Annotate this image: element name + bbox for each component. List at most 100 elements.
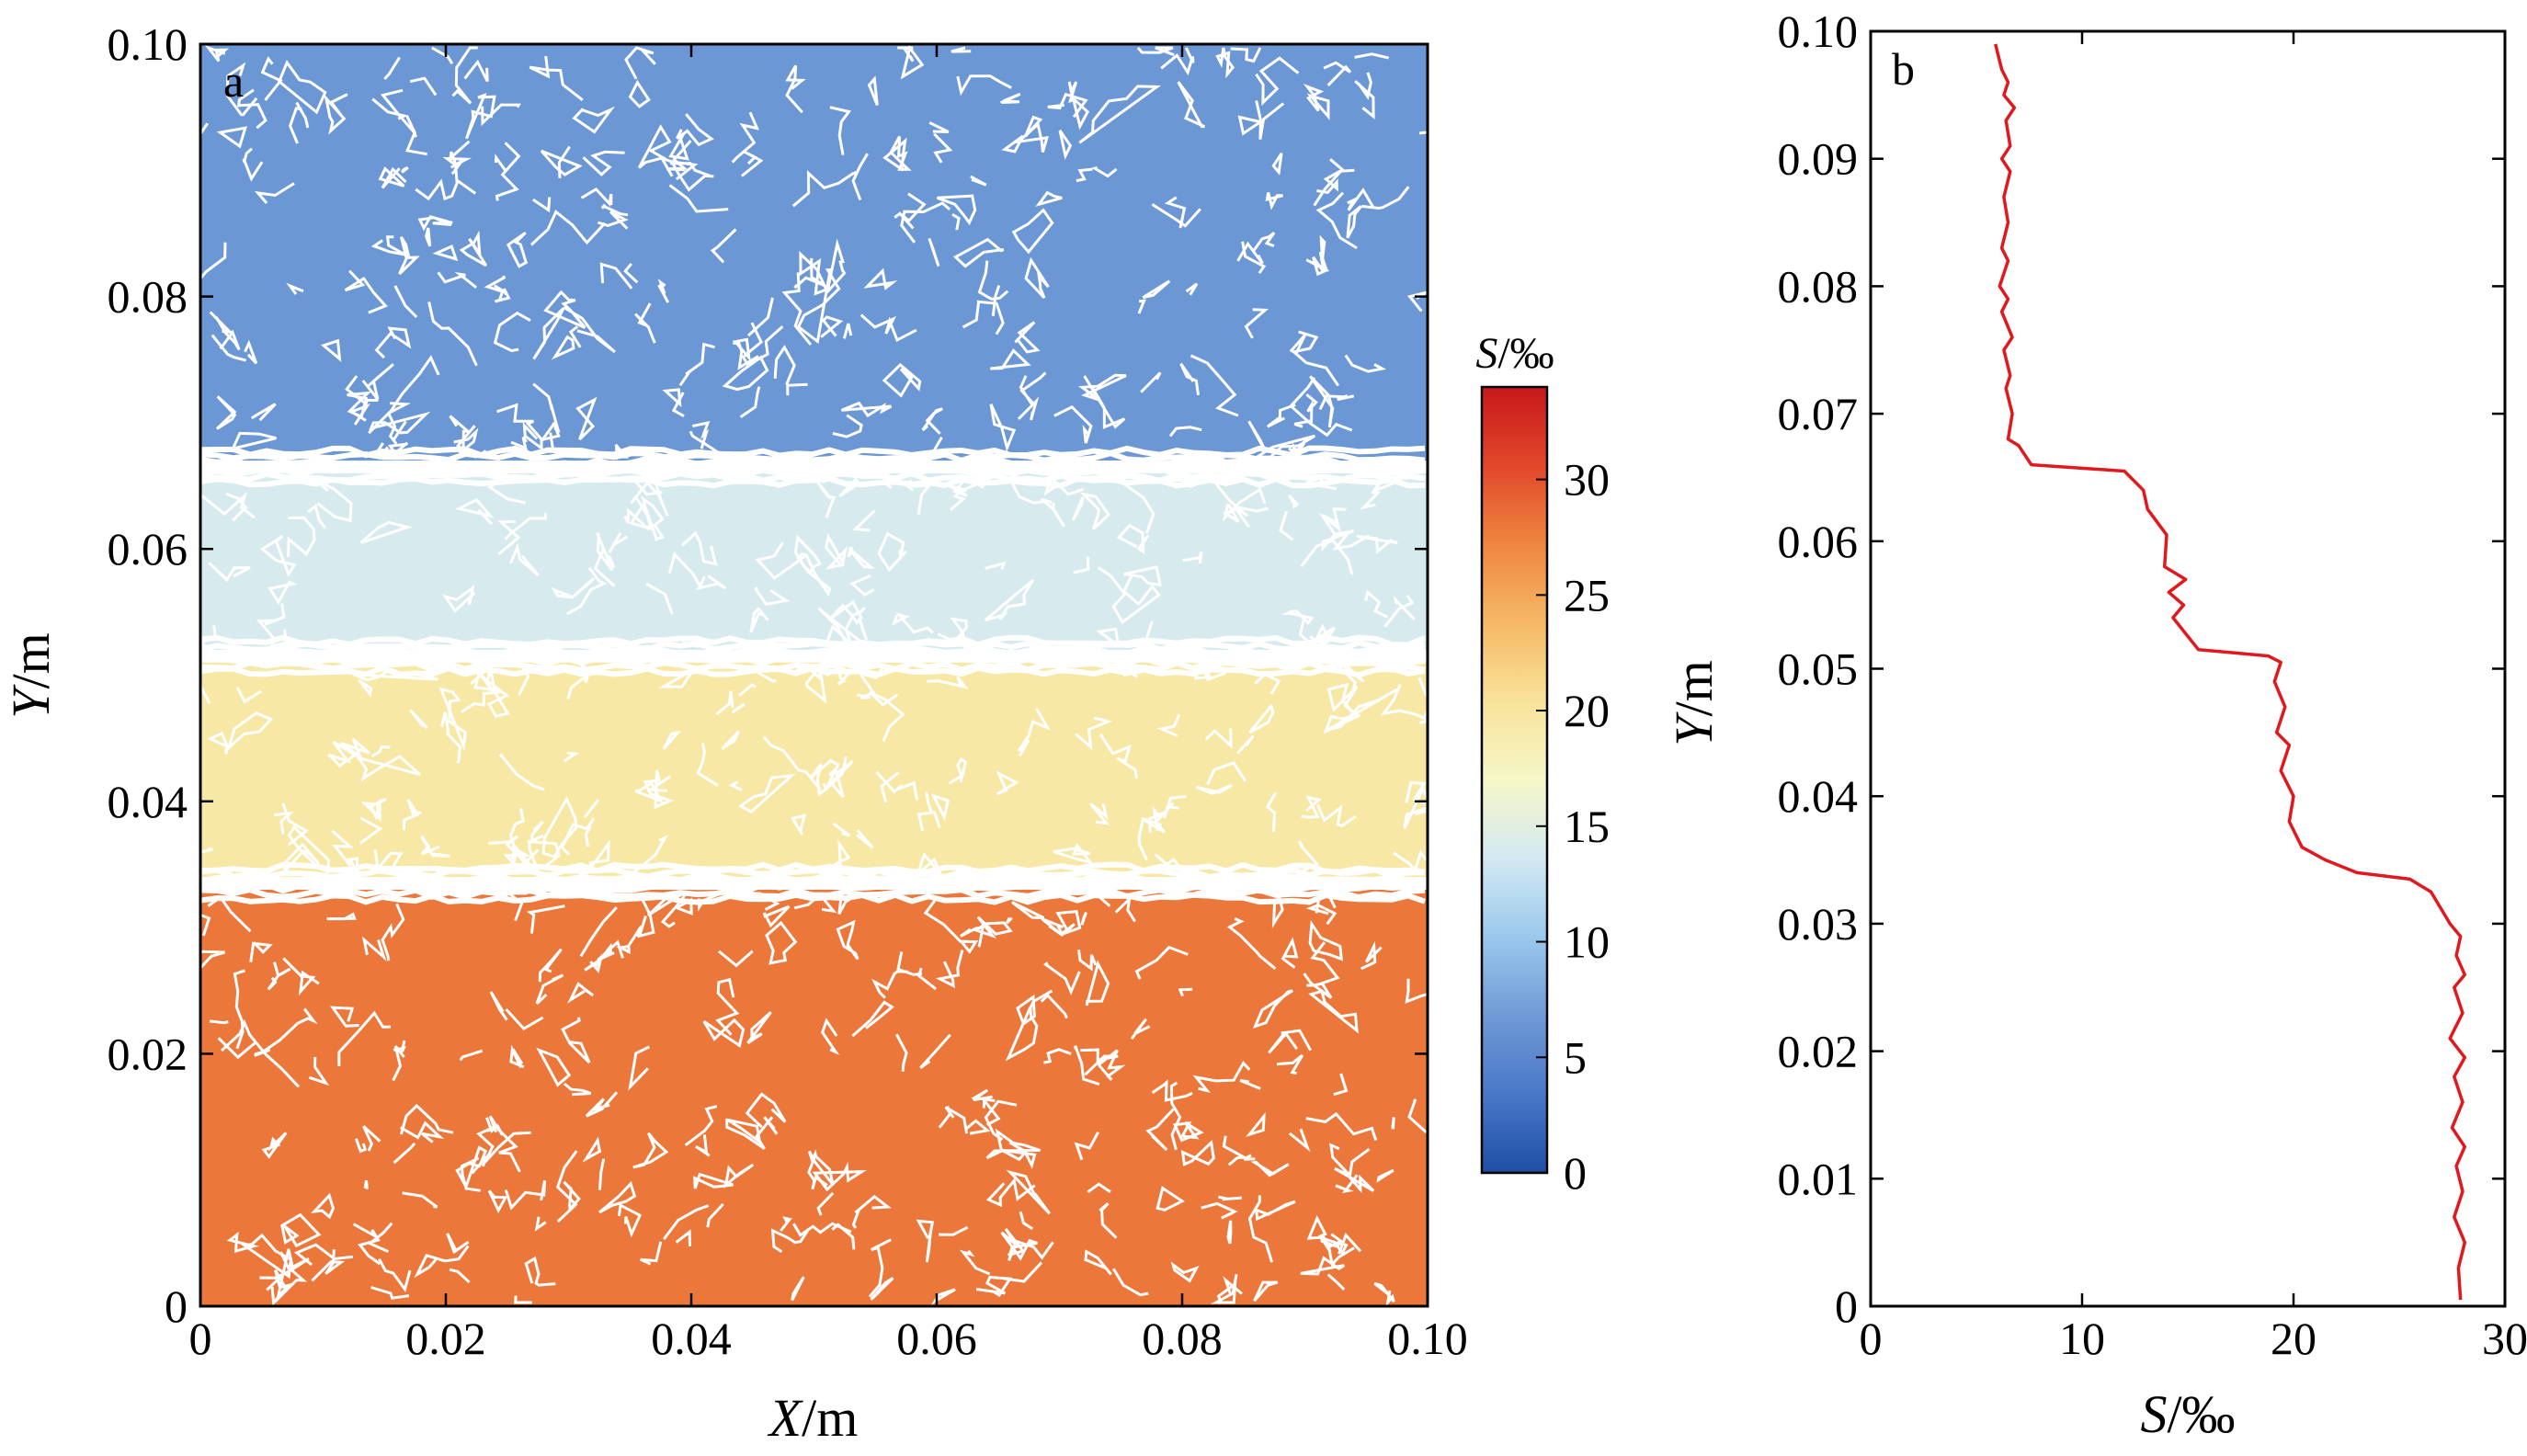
colorbar-tick-label: 30 bbox=[1564, 454, 1610, 506]
contour-line bbox=[460, 1156, 481, 1192]
salinity-layer bbox=[200, 472, 1428, 651]
contour-line bbox=[1073, 556, 1090, 574]
contour-line bbox=[807, 1149, 835, 1186]
contour-line bbox=[1297, 840, 1320, 875]
contour-line bbox=[1360, 476, 1397, 510]
contour-line bbox=[1112, 1268, 1149, 1297]
interface-contour bbox=[200, 882, 1426, 895]
contour-line bbox=[1334, 1166, 1375, 1193]
contour-line bbox=[754, 586, 791, 606]
contour-line bbox=[632, 1132, 669, 1169]
contour-line bbox=[358, 678, 373, 698]
contour-line bbox=[863, 267, 898, 290]
contour-line bbox=[208, 562, 251, 583]
contour-line bbox=[275, 1248, 310, 1304]
contour-line bbox=[1281, 1029, 1313, 1052]
contour-line bbox=[1137, 299, 1146, 314]
contour-line bbox=[471, 1123, 504, 1175]
contour-line bbox=[1001, 134, 1025, 154]
contour-line bbox=[880, 771, 900, 803]
contour-line bbox=[532, 307, 565, 360]
contour-line bbox=[1357, 72, 1372, 100]
interface-contour bbox=[200, 634, 1427, 648]
panel-a: 0 0.02 0.04 0.06 0.08 0.10 00.020.040.060.080… bbox=[1, 18, 1468, 1448]
contour-line bbox=[1267, 403, 1296, 428]
contour-line bbox=[668, 184, 729, 213]
contour-line bbox=[575, 396, 598, 441]
contour-line bbox=[1195, 783, 1233, 795]
contour-line bbox=[1303, 83, 1325, 112]
contour-line bbox=[361, 936, 387, 961]
colorbar-ticks: 0 5 10 15 20 25 30 bbox=[1536, 454, 1610, 1199]
colorbar-tick-label: 0 bbox=[1564, 1147, 1587, 1199]
contour-line bbox=[1391, 1117, 1395, 1130]
contour-line bbox=[572, 106, 615, 134]
contour-line bbox=[280, 1212, 322, 1248]
contour-line bbox=[1151, 1079, 1193, 1102]
contour-line bbox=[563, 306, 616, 354]
contour-line bbox=[1254, 1200, 1296, 1222]
y-tick-label-b: 0.03 bbox=[1778, 898, 1859, 950]
x-ticks-b: 0 10 20 30 bbox=[1860, 31, 2527, 1364]
contour-line bbox=[825, 532, 848, 570]
contour-line bbox=[459, 1049, 484, 1062]
contour-line bbox=[741, 322, 784, 367]
contour-line bbox=[812, 1161, 868, 1192]
contour-line bbox=[984, 578, 1035, 622]
contour-line bbox=[1383, 594, 1415, 629]
y-ticks-b: 0 0.01 0.02 0.03 0.04 0.05 0.06 0.07 0.08 0.09 0.1… bbox=[1778, 6, 2505, 1332]
contour-line bbox=[663, 1204, 710, 1241]
contour-line bbox=[484, 275, 507, 295]
contour-line bbox=[494, 154, 507, 172]
contour-line bbox=[985, 1177, 1036, 1208]
contour-line bbox=[385, 355, 440, 416]
contour-line bbox=[950, 489, 967, 511]
contour-line bbox=[215, 395, 237, 430]
contour-line bbox=[567, 982, 595, 1004]
contour-line bbox=[849, 574, 875, 597]
contour-line bbox=[728, 780, 743, 791]
contour-line bbox=[359, 816, 383, 845]
contour-line bbox=[796, 552, 832, 597]
contour-line bbox=[1041, 917, 1064, 938]
contour-line bbox=[938, 1105, 952, 1129]
contour-line bbox=[1218, 1195, 1243, 1201]
contour-line bbox=[960, 926, 985, 948]
contour-line bbox=[738, 683, 757, 697]
salinity-field bbox=[200, 44, 1428, 1306]
contour-line bbox=[414, 1245, 470, 1279]
contour-line bbox=[1405, 978, 1428, 1004]
contour-line bbox=[1075, 716, 1113, 751]
contour-line bbox=[1089, 802, 1110, 825]
contour-line bbox=[1393, 849, 1428, 873]
contour-line bbox=[1281, 609, 1315, 625]
contour-line bbox=[1289, 377, 1353, 438]
contour-line bbox=[1215, 47, 1235, 79]
contour-line bbox=[1079, 492, 1110, 530]
contour-line bbox=[939, 1225, 969, 1236]
contour-line bbox=[374, 326, 412, 359]
contour-line bbox=[936, 194, 977, 226]
contour-line bbox=[370, 1286, 410, 1300]
colorbar-tick-label: 25 bbox=[1564, 569, 1610, 620]
contour-line bbox=[1279, 511, 1294, 541]
contour-line bbox=[1130, 1018, 1151, 1040]
contour-line bbox=[551, 335, 575, 360]
contour-line bbox=[425, 227, 432, 247]
contour-line bbox=[1190, 354, 1239, 417]
contour-line bbox=[667, 552, 703, 590]
contour-line bbox=[463, 59, 489, 83]
contour-line bbox=[378, 1257, 412, 1293]
contour-line bbox=[1040, 993, 1068, 1019]
contour-line bbox=[859, 313, 917, 342]
contour-line bbox=[497, 519, 521, 556]
contour-line bbox=[623, 507, 653, 530]
contour-line bbox=[1040, 497, 1065, 528]
contour-line bbox=[579, 906, 618, 958]
contour-line bbox=[1142, 279, 1171, 300]
contour-line bbox=[1300, 1256, 1346, 1276]
contour-line bbox=[221, 1018, 300, 1088]
contour-line bbox=[1192, 1060, 1251, 1094]
contour-line bbox=[916, 1219, 935, 1239]
contour-line bbox=[1053, 404, 1093, 444]
